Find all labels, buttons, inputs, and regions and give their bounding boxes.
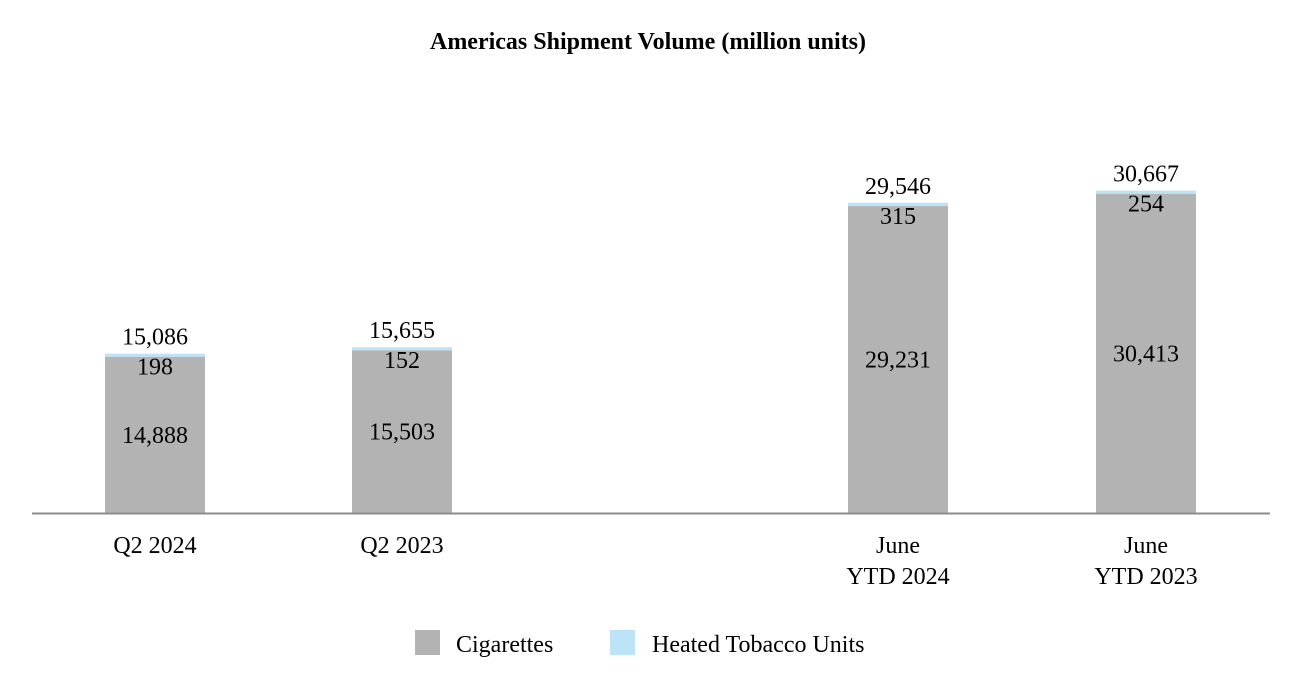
bars-layer: 14,888 198 15,086 15,503 152 15,655 29,231 315 2… [105, 162, 1196, 514]
x-tick-label-q2-2023: Q2 2023 [360, 533, 443, 559]
total-label-june-ytd-2023: 30,667 [1113, 162, 1179, 188]
bar-cigarettes-q2-2023 [352, 350, 452, 513]
chart-title: Americas Shipment Volume (million units) [430, 29, 866, 55]
x-tick-labels: Q2 2024 Q2 2023 June YTD 2024 June YTD 2023 [113, 533, 1197, 590]
bar-cigarettes-june-ytd-2024 [848, 206, 948, 514]
data-label-heated-tobacco-q2-2023: 152 [384, 348, 420, 374]
data-label-cigarettes-june-ytd-2023: 30,413 [1113, 341, 1179, 367]
legend: Cigarettes Heated Tobacco Units [415, 630, 864, 658]
x-tick-label-june-ytd-2023: June YTD 2023 [1094, 533, 1197, 590]
total-label-q2-2024: 15,086 [122, 325, 188, 351]
bar-heated-tobacco-units-q2-2024 [105, 353, 205, 357]
total-label-june-ytd-2024: 29,546 [865, 174, 931, 200]
data-label-cigarettes-q2-2024: 14,888 [122, 423, 188, 449]
data-label-cigarettes-june-ytd-2024: 29,231 [865, 348, 931, 374]
legend-swatch-cigarettes [415, 630, 440, 655]
bar-cigarettes-q2-2024 [105, 356, 205, 513]
bar-heated-tobacco-units-q2-2023 [352, 347, 452, 351]
bar-cigarettes-june-ytd-2023 [1096, 193, 1196, 513]
data-label-heated-tobacco-june-ytd-2024: 315 [880, 204, 916, 230]
x-tick-label-june-ytd-2024: June YTD 2024 [846, 533, 949, 590]
legend-label-cigarettes: Cigarettes [456, 632, 553, 658]
bar-heated-tobacco-units-june-ytd-2024 [848, 202, 948, 207]
legend-swatch-heated-tobacco-units [610, 630, 635, 655]
total-label-q2-2023: 15,655 [369, 318, 435, 344]
data-label-heated-tobacco-june-ytd-2023: 254 [1128, 192, 1164, 218]
data-label-cigarettes-q2-2023: 15,503 [369, 420, 435, 446]
bar-heated-tobacco-units-june-ytd-2023 [1096, 190, 1196, 194]
legend-label-heated-tobacco-units: Heated Tobacco Units [652, 632, 864, 658]
x-tick-label-q2-2024: Q2 2024 [113, 533, 196, 559]
data-label-heated-tobacco-q2-2024: 198 [137, 355, 173, 381]
